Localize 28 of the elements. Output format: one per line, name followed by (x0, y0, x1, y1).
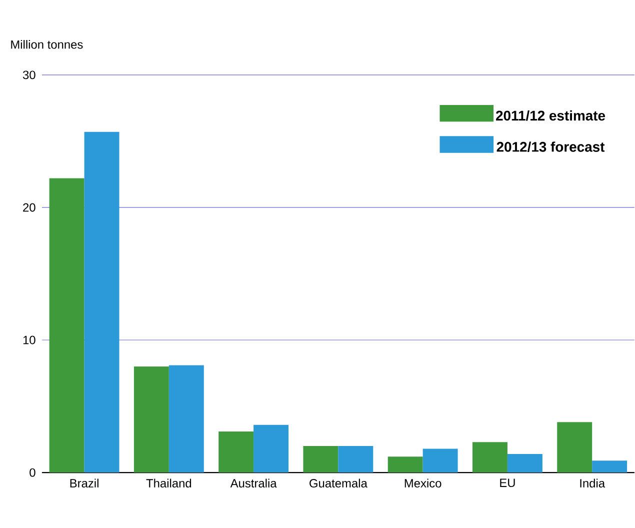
bar (472, 442, 508, 473)
x-tick-label: Brazil (70, 478, 98, 488)
x-tick-label: Australia (230, 478, 277, 488)
x-tick-label: EU (500, 478, 515, 488)
legend-label: 2012/13 forecast (496, 142, 605, 152)
bar (422, 448, 458, 473)
y-tick-label: 0 (30, 468, 36, 478)
bar (84, 132, 120, 473)
bar (388, 456, 423, 473)
y-tick-label: 30 (22, 70, 36, 80)
bar (507, 454, 542, 473)
x-tick-label: Thailand (146, 478, 192, 488)
bar (49, 178, 84, 473)
bar (218, 432, 254, 473)
y-axis-title: Million tonnes (11, 40, 83, 50)
x-tick-label: India (580, 478, 606, 488)
y-tick-label: 20 (23, 203, 36, 212)
bar (168, 365, 204, 473)
bar (254, 425, 289, 473)
bar (338, 446, 374, 473)
x-tick-label: Guatemala (310, 478, 368, 488)
bar (134, 366, 169, 473)
y-tick-label: 10 (23, 336, 36, 344)
bar (303, 446, 338, 473)
bar (557, 422, 592, 473)
legend-label: 2011/12 estimate (496, 110, 606, 121)
bar (592, 460, 628, 473)
x-tick-label: Mexico (404, 478, 442, 488)
